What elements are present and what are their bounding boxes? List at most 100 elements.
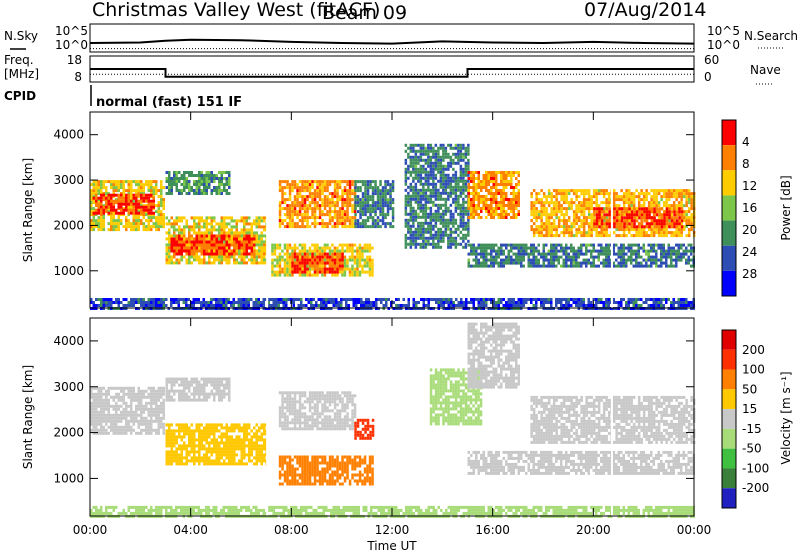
heatmap-cell [120,193,123,197]
heatmap-cell [371,216,375,220]
heatmap-cell [346,216,349,220]
heatmap-cell [452,161,455,165]
heatmap-cell [600,249,603,253]
heatmap-cell [321,264,324,268]
heatmap-cell [170,189,173,192]
heatmap-cell [517,183,520,186]
heatmap-cell [112,225,115,229]
heatmap-cell [520,258,523,262]
heatmap-cell [175,183,178,186]
heatmap-cell [273,264,277,268]
heatmap-cell [281,249,284,253]
heatmap-cell [409,209,413,213]
heatmap-cell [233,234,236,238]
heatmap-cell [545,225,548,229]
heatmap-cell [653,207,656,211]
heatmap-cell [293,222,297,226]
heatmap-cell [667,243,670,247]
heatmap-cell [213,186,216,189]
heatmap-cell [439,194,443,198]
heatmap-cell [607,246,610,250]
heatmap-cell [371,261,374,265]
heatmap-cell [407,212,410,216]
heatmap-cell [145,213,148,217]
heatmap-cell [572,258,575,262]
heatmap-cell [685,261,688,265]
heatmap-cell [527,258,530,262]
heatmap-cell [173,246,176,250]
heatmap-cell [487,213,490,216]
heatmap-cell [655,222,659,226]
heatmap-cell [283,198,287,202]
heatmap-cell [657,234,661,238]
heatmap-cell [132,193,135,197]
heatmap-cell [552,201,556,205]
heatmap-cell [597,222,601,226]
heatmap-cell [424,149,428,153]
heatmap-cell [358,255,362,259]
heatmap-cell [417,170,420,174]
heatmap-cell [218,240,221,244]
heatmap-cell [205,261,208,265]
heatmap-cell [130,198,133,202]
heatmap-cell [276,261,279,265]
heatmap-cell [562,225,566,229]
heatmap-cell [665,231,668,235]
heatmap-cell [296,270,299,274]
heatmap-cell [173,171,176,174]
heatmap-cell [640,255,643,259]
heatmap-cell [248,231,251,235]
heatmap-cell [391,210,395,214]
heatmap-cell [505,198,508,201]
heatmap-cell [291,255,294,259]
heatmap-cell [675,213,678,217]
heatmap-cell [652,228,656,232]
heatmap-cell [457,179,460,183]
heatmap-cell [137,216,140,220]
heatmap-cell [306,189,309,193]
heatmap-cell [173,261,176,265]
heatmap-cell [135,208,138,212]
heatmap-cell [286,213,289,217]
heatmap-cell [120,211,123,215]
heatmap-cell [642,198,646,202]
heatmap-cell [379,198,382,202]
heatmap-cell [291,246,294,250]
heatmap-cell [208,231,211,235]
heatmap-cell [200,216,203,220]
heatmap-cell [278,267,282,271]
heatmap-cell [331,267,334,271]
heatmap-cell [665,213,669,217]
heatmap-cell [354,198,357,202]
heatmap-cell [97,225,100,229]
heatmap-cell [660,198,663,202]
heatmap-cell [537,258,540,262]
heatmap-cell [587,231,591,235]
heatmap-cell [595,231,598,235]
heatmap-cell [522,249,525,253]
heatmap-cell [369,207,372,211]
heatmap-cell [384,192,387,196]
heatmap-cell [617,252,620,256]
heatmap-cell [155,216,158,220]
heatmap-cell [313,246,317,250]
heatmap-cell [575,207,578,211]
heatmap-cell [293,201,297,205]
heatmap-cell [263,258,266,262]
heatmap-cell [316,204,319,208]
heatmap-cell [530,243,533,247]
heatmap-cell [323,225,327,229]
heatmap-cell [565,255,568,259]
heatmap-cell [647,234,651,238]
heatmap-cell [555,213,558,217]
heatmap-cell [582,234,586,238]
heatmap-cell [341,222,344,226]
heatmap-cell [590,243,593,247]
heatmap-cell [105,205,108,209]
heatmap-cell [291,201,294,205]
heatmap-cell [475,252,478,256]
heatmap-cell [115,222,118,226]
heatmap-cell [459,188,463,192]
heatmap-cell [253,243,256,247]
heatmap-cell [675,243,678,247]
